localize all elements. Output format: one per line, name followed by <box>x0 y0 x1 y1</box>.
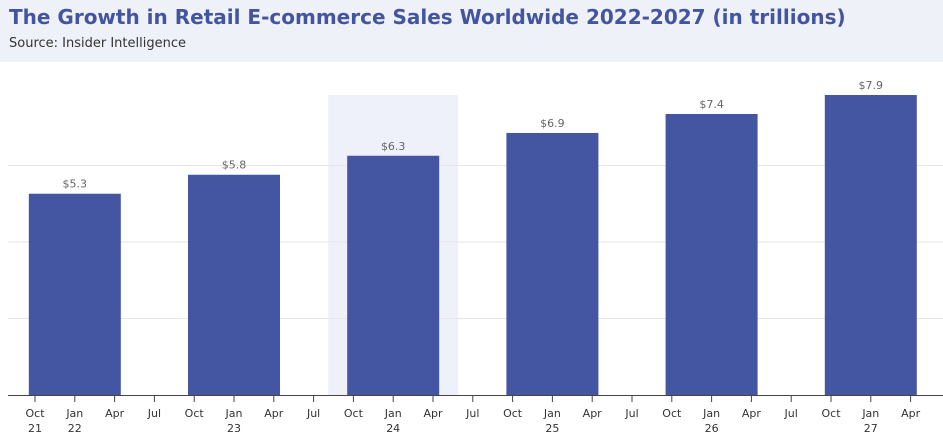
bar-value-label: $6.3 <box>381 140 406 153</box>
x-tick-year-label: 21 <box>28 422 42 435</box>
x-tick-label: Apr <box>264 407 284 420</box>
x-tick-label: Jul <box>306 407 320 420</box>
x-tick-year-label: 27 <box>864 422 878 435</box>
bar-value-label: $7.4 <box>699 98 724 111</box>
x-tick-label: Jan <box>65 407 83 420</box>
x-tick-label: Apr <box>423 407 443 420</box>
x-tick-label: Jan <box>861 407 879 420</box>
bar-value-label: $7.9 <box>859 79 884 92</box>
x-tick-year-label: 23 <box>227 422 241 435</box>
gridlines <box>8 165 943 319</box>
x-tick-label: Jan <box>225 407 243 420</box>
bar-chart: $5.3 $5.8 $6.3 $6.9 $7.4 $7.9 Oct 21 Jan 22 Apr Ju… <box>8 79 943 435</box>
x-tick-label: Jul <box>624 407 638 420</box>
value-labels: $5.3 $5.8 $6.3 $6.9 $7.4 $7.9 <box>63 79 884 191</box>
bar-value-label: $6.9 <box>540 117 565 130</box>
bar <box>188 174 280 395</box>
x-tick-label: Apr <box>742 407 762 420</box>
x-tick-label: Jan <box>384 407 402 420</box>
x-tick-label: Jul <box>147 407 161 420</box>
bar <box>347 155 440 395</box>
x-tick-label: Oct <box>25 407 45 420</box>
bar <box>824 95 917 395</box>
x-tick-year-label: 26 <box>705 422 719 435</box>
x-tick-label: Apr <box>583 407 603 420</box>
bar <box>28 193 121 395</box>
bars <box>28 95 917 396</box>
x-tick-year-label: 22 <box>68 422 82 435</box>
bar <box>506 132 599 396</box>
x-tick-label: Oct <box>344 407 364 420</box>
x-tick-label: Jan <box>543 407 561 420</box>
x-tick-label: Apr <box>105 407 125 420</box>
bar-value-label: $5.3 <box>63 178 88 191</box>
x-axis: Oct 21 Jan 22 Apr Jul Oct Jan 23 Apr Jul Oct Jan 24 Ap… <box>8 395 943 435</box>
x-tick-label: Jan <box>702 407 720 420</box>
bar-value-label: $5.8 <box>222 159 247 172</box>
chart-header: The Growth in Retail E-commerce Sales Wo… <box>0 0 943 62</box>
x-tick-label: Jul <box>465 407 479 420</box>
x-tick-label: Apr <box>901 407 921 420</box>
bar <box>665 113 758 396</box>
chart-source: Source: Insider Intelligence <box>9 36 186 51</box>
x-tick-year-label: 25 <box>545 422 559 435</box>
x-tick-label: Oct <box>185 407 205 420</box>
x-tick-label: Oct <box>503 407 523 420</box>
x-tick-label: Oct <box>662 407 682 420</box>
x-tick-year-label: 24 <box>386 422 400 435</box>
chart-title: The Growth in Retail E-commerce Sales Wo… <box>9 5 846 29</box>
x-tick-label: Oct <box>821 407 841 420</box>
x-tick-label: Jul <box>784 407 798 420</box>
